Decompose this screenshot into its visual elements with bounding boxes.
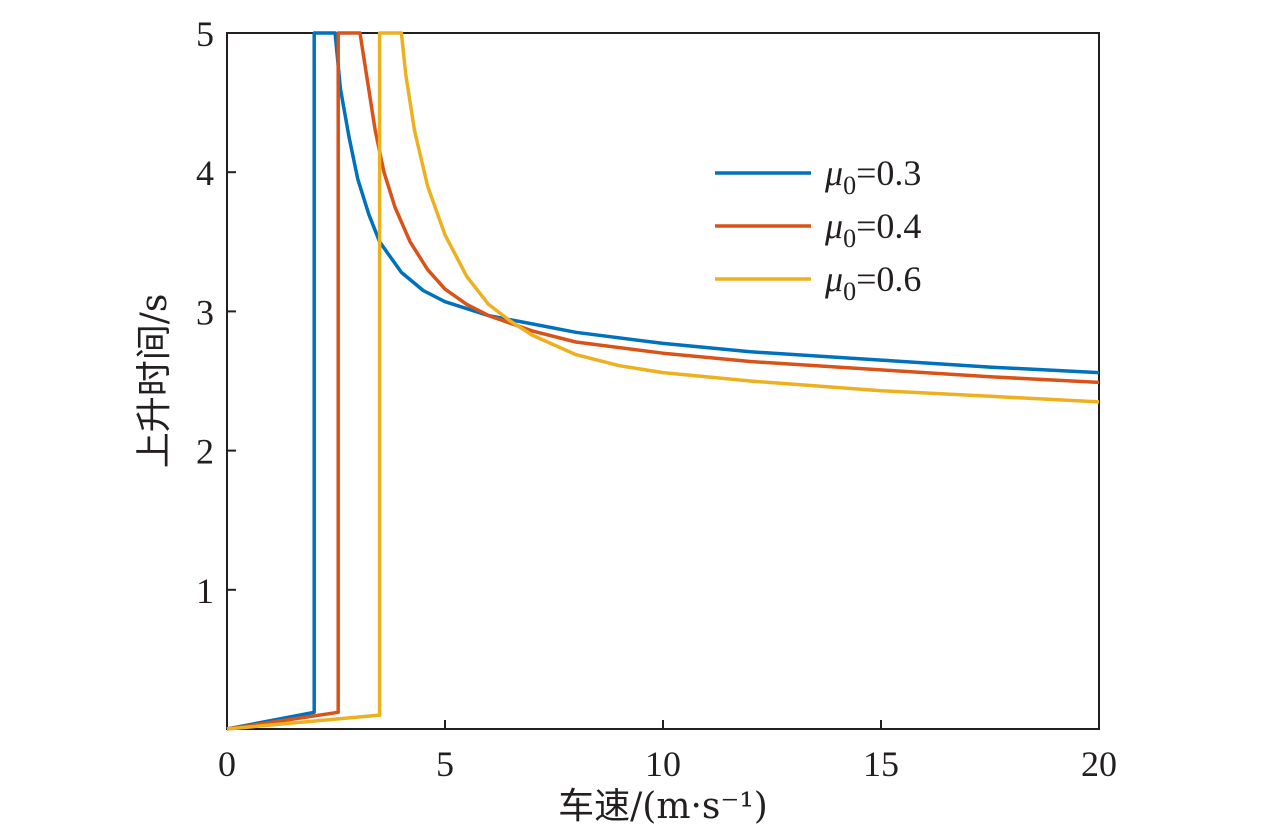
legend-item-0: μ0=0.3 — [715, 153, 921, 200]
legend-value-2: =0.6 — [856, 259, 921, 299]
legend-item-1: μ0=0.4 — [715, 206, 921, 253]
legend-label-2: μ0=0.6 — [824, 259, 921, 306]
legend-symbol-0: μ — [824, 153, 843, 193]
x-tick-label-0: 0 — [218, 744, 236, 784]
y-tick-label-3: 4 — [196, 153, 214, 193]
y-tick-label-1: 2 — [196, 432, 214, 472]
legend-item-2: μ0=0.6 — [715, 259, 921, 306]
series-lines — [226, 31, 1100, 731]
x-axis-title: 车速/(m·s⁻¹) — [558, 786, 768, 827]
legend-value-0: =0.3 — [856, 153, 921, 193]
x-tick-label-3: 15 — [863, 744, 899, 784]
legend: μ0=0.3μ0=0.4μ0=0.6 — [715, 153, 921, 306]
legend-subscript-1: 0 — [843, 224, 856, 253]
ticks — [226, 32, 1100, 729]
plot-area-frame — [226, 32, 1100, 730]
x-tick-label-4: 20 — [1081, 744, 1117, 784]
series-line-1 — [226, 31, 1100, 731]
y-tick-label-4: 5 — [196, 14, 214, 54]
tick-labels: 0 5 10 15 20 1 2 3 4 5 — [196, 14, 1117, 784]
legend-subscript-2: 0 — [843, 277, 856, 306]
y-tick-label-2: 3 — [196, 292, 214, 332]
y-axis-title: 上升时间/s — [134, 294, 175, 469]
series-line-0 — [226, 31, 1100, 731]
y-tick-label-0: 1 — [196, 571, 214, 611]
legend-label-0: μ0=0.3 — [824, 153, 921, 200]
legend-subscript-0: 0 — [843, 171, 856, 200]
legend-symbol-2: μ — [824, 259, 843, 299]
legend-value-1: =0.4 — [856, 206, 921, 246]
x-tick-label-2: 10 — [645, 744, 681, 784]
x-tick-label-1: 5 — [436, 744, 454, 784]
legend-symbol-1: μ — [824, 206, 843, 246]
series-line-2 — [226, 31, 1100, 731]
legend-label-1: μ0=0.4 — [824, 206, 921, 253]
